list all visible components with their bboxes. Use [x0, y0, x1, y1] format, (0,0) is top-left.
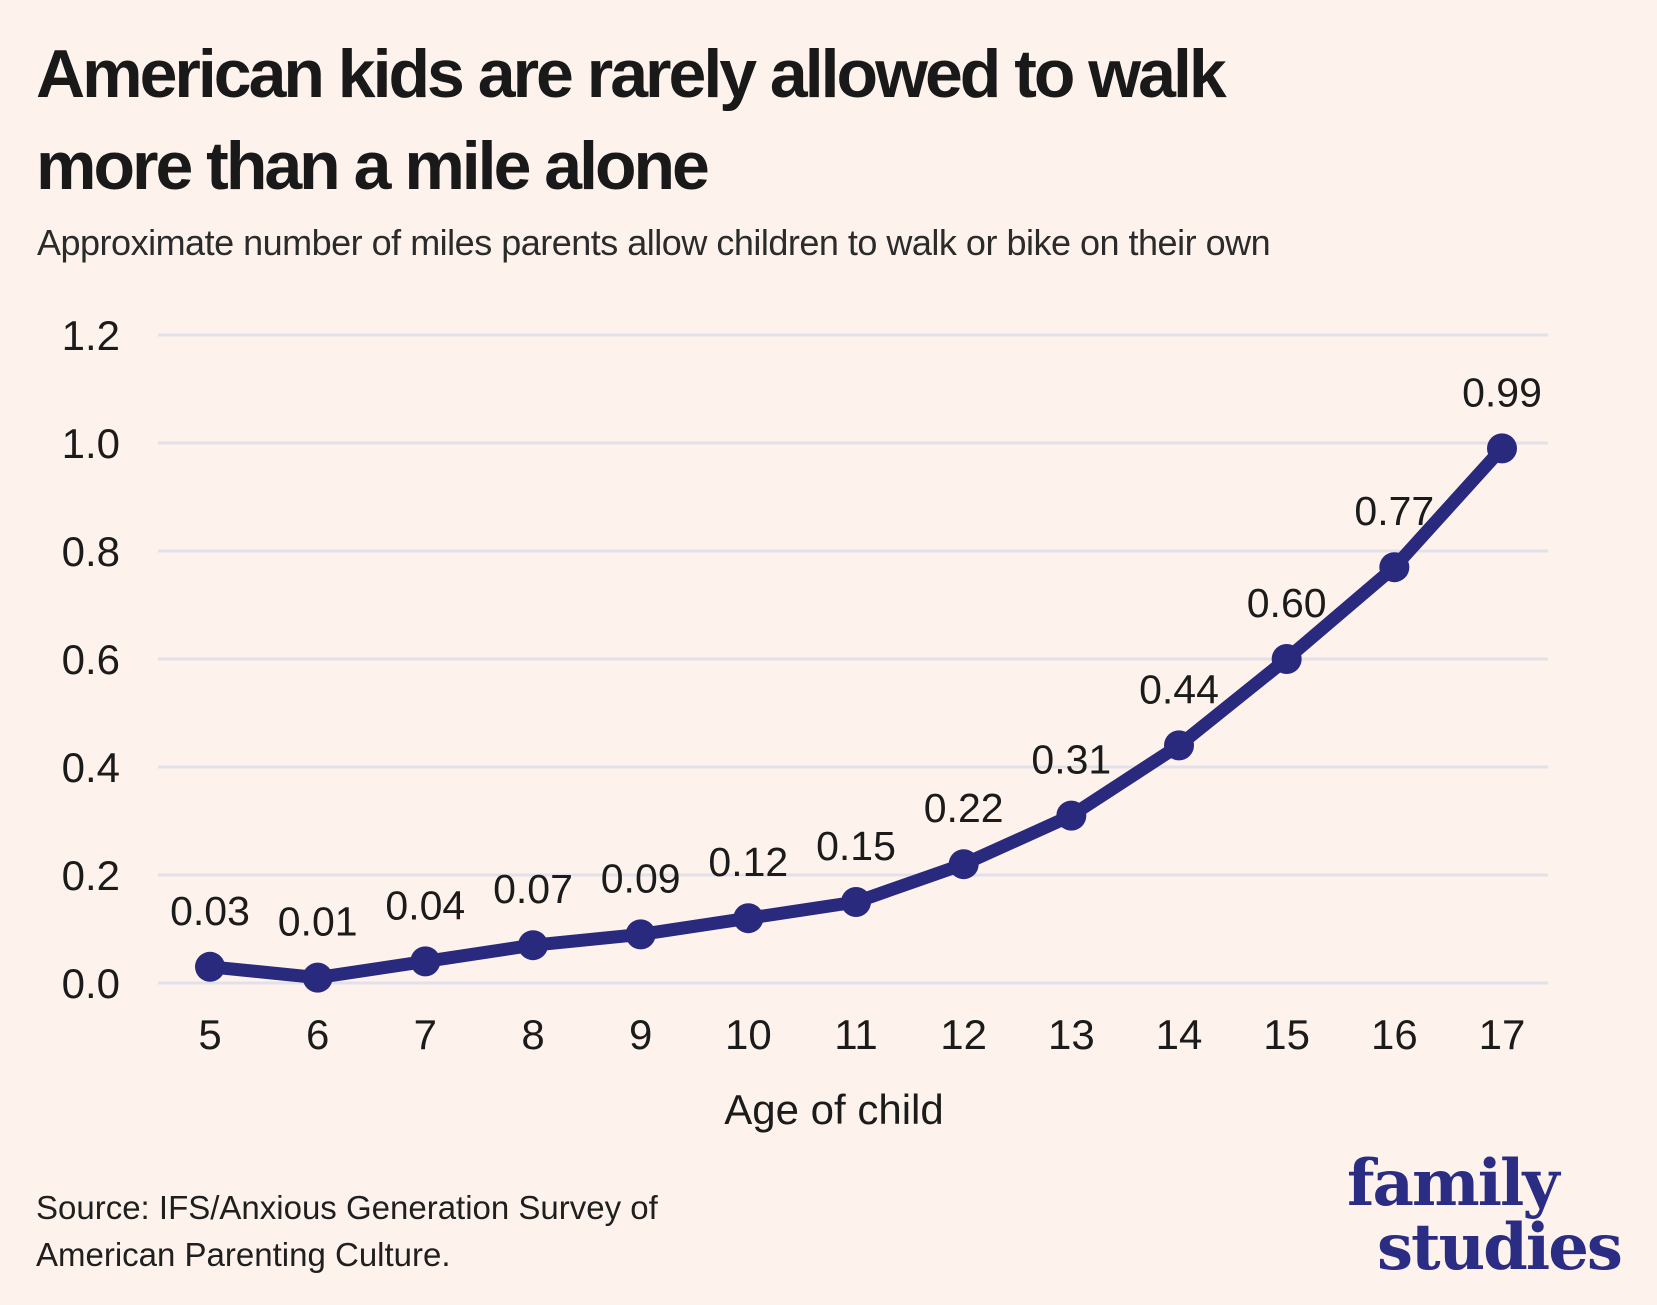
data-point-label: 0.09	[601, 855, 681, 901]
data-point-label: 0.15	[816, 823, 896, 869]
page-title-line2: more than a mile alone	[36, 128, 710, 204]
data-point	[1056, 800, 1087, 831]
x-tick-label: 13	[1048, 1011, 1095, 1058]
data-point	[302, 962, 333, 993]
y-tick-label: 0.2	[62, 852, 120, 899]
data-point	[733, 903, 764, 934]
data-point-label: 0.31	[1031, 737, 1111, 783]
data-point	[410, 946, 441, 977]
family-studies-logo-line1: family	[1347, 1146, 1560, 1221]
data-point-label: 0.44	[1139, 666, 1219, 712]
data-point	[518, 930, 548, 961]
data-point-label: 0.01	[278, 899, 358, 945]
x-tick-label: 7	[414, 1011, 437, 1058]
x-tick-label: 15	[1263, 1011, 1310, 1058]
data-point-label: 0.60	[1247, 580, 1327, 626]
y-tick-label: 1.2	[62, 312, 120, 359]
data-point-label: 0.12	[708, 839, 788, 885]
y-tick-label: 0.0	[62, 960, 120, 1007]
x-tick-label: 8	[521, 1011, 544, 1058]
x-tick-label: 11	[834, 1011, 878, 1058]
data-point	[1487, 433, 1517, 464]
data-point-label: 0.07	[493, 866, 573, 912]
x-tick-label: 12	[940, 1011, 987, 1058]
data-point	[1164, 730, 1194, 761]
data-point	[195, 951, 225, 982]
y-tick-label: 0.8	[62, 528, 120, 575]
source-line2: American Parenting Culture.	[36, 1236, 451, 1273]
data-point	[841, 887, 871, 917]
page-title-line1: American kids are rarely allowed to walk	[36, 36, 1227, 112]
y-tick-label: 0.6	[62, 636, 120, 683]
x-tick-label: 6	[306, 1011, 329, 1058]
data-point-label: 0.22	[924, 785, 1004, 831]
x-tick-label: 16	[1371, 1011, 1418, 1058]
data-point	[948, 849, 979, 880]
chart-header: American kids are rarely allowed to walk…	[36, 28, 1456, 212]
data-point	[625, 919, 656, 950]
x-tick-label: 9	[629, 1011, 652, 1058]
x-tick-label: 10	[725, 1011, 772, 1058]
data-point-label: 0.99	[1462, 369, 1542, 415]
y-tick-label: 0.4	[62, 744, 120, 791]
source-line1: Source: IFS/Anxious Generation Survey of	[36, 1189, 658, 1226]
data-point-label: 0.04	[385, 882, 465, 928]
data-point	[1271, 644, 1302, 674]
source-note: Source: IFS/Anxious Generation Survey of…	[36, 1184, 658, 1278]
x-tick-label: 14	[1156, 1011, 1203, 1058]
y-tick-label: 1.0	[62, 420, 120, 467]
data-point-label: 0.03	[170, 888, 250, 934]
chart-subtitle: Approximate number of miles parents allo…	[37, 222, 1271, 263]
data-point	[1379, 552, 1410, 583]
x-axis-title: Age of child	[724, 1086, 944, 1133]
data-point-label: 0.77	[1354, 488, 1434, 534]
family-studies-logo-line2: studies	[1377, 1210, 1623, 1285]
x-tick-label: 5	[198, 1011, 221, 1058]
x-tick-label: 17	[1479, 1011, 1526, 1058]
